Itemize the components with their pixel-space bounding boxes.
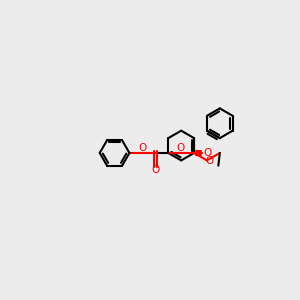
Text: O: O <box>205 156 214 166</box>
Text: O: O <box>177 143 185 153</box>
Text: O: O <box>203 148 211 158</box>
Text: O: O <box>151 165 160 175</box>
Text: O: O <box>138 143 146 153</box>
